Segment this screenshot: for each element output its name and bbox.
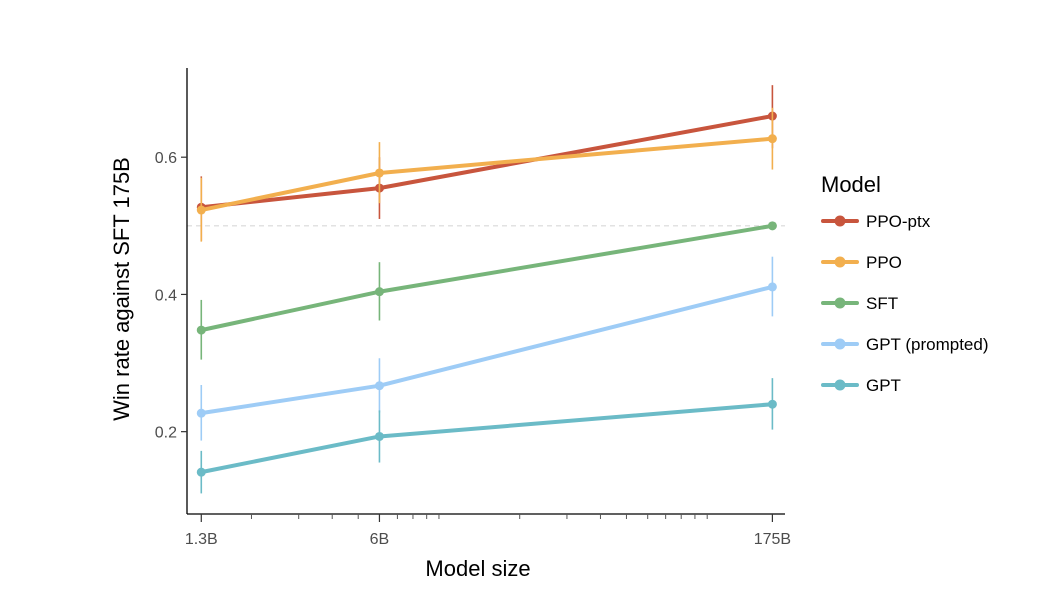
legend-item: GPT (821, 376, 901, 395)
axes: 0.2 0.4 0.6 1.3B 6B 175B (155, 68, 791, 548)
legend-label: GPT (prompted) (866, 335, 989, 354)
legend-item: PPO (821, 253, 902, 272)
series-line (199, 223, 775, 333)
x-axis-title: Model size (425, 556, 530, 581)
y-axis-title: Win rate against SFT 175B (109, 157, 134, 421)
legend: Model PPO-ptx PPO SFT GPT (prompted) GPT (821, 172, 989, 395)
series-line (199, 402, 775, 475)
series-sft (196, 221, 777, 360)
legend-label: PPO-ptx (866, 212, 931, 231)
legend-swatch-point (834, 215, 846, 227)
data-point (196, 467, 206, 477)
series-gpt (196, 378, 777, 494)
data-point (196, 325, 206, 335)
data-point (767, 134, 777, 144)
data-point (767, 221, 777, 231)
legend-label: PPO (866, 253, 902, 272)
data-point (374, 381, 384, 391)
data-point (374, 168, 384, 178)
data-point (196, 205, 206, 215)
y-tick-label: 0.2 (155, 425, 177, 442)
legend-swatch-point (834, 256, 846, 268)
x-tick-label: 1.3B (185, 531, 218, 548)
legend-item: PPO-ptx (821, 212, 931, 231)
x-tick-label: 6B (370, 531, 390, 548)
legend-item: GPT (prompted) (821, 335, 989, 354)
data-point (767, 282, 777, 292)
series-ppo (196, 107, 777, 242)
legend-item: SFT (821, 294, 898, 313)
x-tick-label: 175B (754, 531, 791, 548)
plot-area (187, 85, 785, 494)
data-point (374, 431, 384, 441)
legend-swatch-point (834, 338, 846, 350)
series-gpt-prompted (196, 256, 777, 441)
y-tick-label: 0.4 (155, 287, 177, 304)
legend-swatch-point (834, 379, 846, 391)
series-line (199, 284, 775, 416)
legend-label: SFT (866, 294, 898, 313)
legend-label: GPT (866, 376, 901, 395)
y-tick-label: 0.6 (155, 150, 177, 167)
legend-swatch-point (834, 297, 846, 309)
data-point (767, 399, 777, 409)
data-point (374, 287, 384, 297)
data-point (196, 408, 206, 418)
legend-title: Model (821, 172, 881, 197)
